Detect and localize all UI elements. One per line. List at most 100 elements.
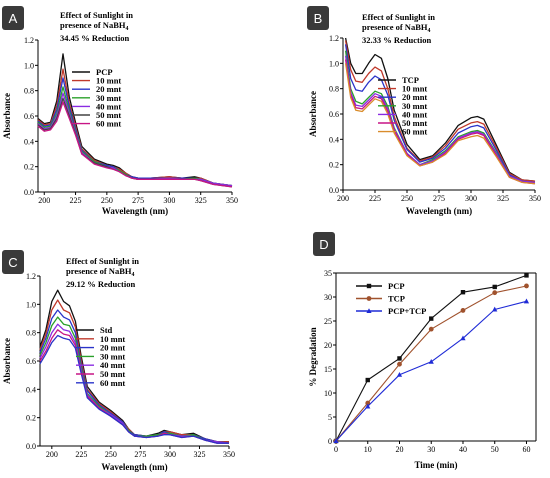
y-tick-label: 1.0 <box>24 61 34 70</box>
x-tick-label: 0 <box>334 445 338 454</box>
chart-title-line-1: Effect of Sunlight in <box>362 12 435 22</box>
y-tick-label: 0.2 <box>24 163 34 172</box>
panel-label: D <box>319 237 328 252</box>
legend-marker <box>366 296 372 301</box>
legend-label: 60 mnt <box>402 127 427 137</box>
legend-label: 40 mnt <box>402 109 427 119</box>
y-tick-label: 1.0 <box>26 300 36 309</box>
x-tick-label: 225 <box>75 450 87 459</box>
x-tick-label: 60 <box>522 445 530 454</box>
panel-label: C <box>8 255 17 270</box>
x-tick-label: 275 <box>132 196 144 205</box>
legend-label: PCP <box>96 67 113 77</box>
series-line-30-mnt <box>344 50 536 184</box>
legend-marker <box>366 283 372 289</box>
x-axis-label: Wavelength (nm) <box>101 462 167 472</box>
data-point <box>492 290 498 296</box>
y-axis-label: % Degradation <box>308 327 318 386</box>
chart-title-line-2: presence of NaBH4 <box>66 266 134 278</box>
y-tick-label: 25 <box>324 317 332 326</box>
y-axis-label: Absorbance <box>308 91 318 137</box>
y-tick-label: 0.4 <box>24 137 34 146</box>
x-tick-label: 40 <box>459 445 467 454</box>
series-line-30-mnt <box>39 316 230 444</box>
data-point <box>365 403 371 409</box>
x-tick-label: 250 <box>401 194 413 203</box>
x-tick-label: 200 <box>337 194 349 203</box>
series-line-pcp-tcp <box>335 300 527 442</box>
legend-label: 20 mnt <box>100 343 125 353</box>
series-line-60-mnt <box>39 334 229 444</box>
series-line-30-mnt <box>37 86 233 187</box>
data-point <box>524 273 529 278</box>
series-line-10-mnt <box>39 299 229 443</box>
legend-label: 10 mnt <box>402 84 427 94</box>
chart-subtitle: 29.12 % Reduction <box>66 279 135 289</box>
panel-badge <box>313 232 335 256</box>
legend-label: 30 mnt <box>96 93 121 103</box>
panel-label: B <box>314 11 323 26</box>
x-axis-label: Wavelength (nm) <box>406 206 472 216</box>
chart-title-line-1: Effect of Sunlight in <box>60 10 133 20</box>
legend-label: TCP <box>402 75 419 85</box>
y-tick-label: 35 <box>324 269 332 278</box>
legend-label: 40 mnt <box>96 101 121 111</box>
y-tick-label: 1.2 <box>26 272 36 281</box>
panel-badge <box>307 6 329 30</box>
x-tick-label: 350 <box>226 196 238 205</box>
x-axis-label: Time (min) <box>414 460 457 470</box>
data-point <box>460 308 466 313</box>
data-point <box>460 335 466 341</box>
x-tick-label: 250 <box>105 450 117 459</box>
x-tick-label: 350 <box>223 450 235 459</box>
legend-label: 50 mnt <box>100 369 125 379</box>
y-tick-label: 0.0 <box>24 188 34 197</box>
x-tick-label: 300 <box>163 196 175 205</box>
x-tick-label: 325 <box>195 196 207 205</box>
x-tick-label: 300 <box>164 450 176 459</box>
legend-label: 40 mnt <box>100 360 125 370</box>
series-line-50-mnt <box>39 329 229 444</box>
legend-label: PCP+TCP <box>388 306 426 316</box>
y-tick-label: 0.8 <box>26 329 36 338</box>
y-tick-label: 0 <box>328 437 332 446</box>
x-tick-label: 200 <box>46 450 58 459</box>
y-tick-label: 15 <box>324 365 332 374</box>
data-point <box>428 326 434 332</box>
y-tick-label: 0.8 <box>24 87 34 96</box>
x-tick-label: 10 <box>364 445 372 454</box>
panel-a: A 200 225 250 275 300 325 350 0.0 0.2 0.4 0.6 0.8 1.0… <box>2 6 238 216</box>
x-axis-label: Wavelength (nm) <box>102 206 168 216</box>
y-tick-label: 5 <box>328 413 332 422</box>
x-tick-label: 20 <box>395 445 403 454</box>
y-tick-label: 0.6 <box>24 112 34 121</box>
y-tick-label: 0.0 <box>26 442 36 451</box>
y-tick-label: 0.6 <box>329 110 339 119</box>
panel-d: D 0 10 20 30 40 50 60 0 5 10 15 20 25 30 35 Time (min) % … <box>308 232 537 470</box>
legend-label: 20 mnt <box>96 84 121 94</box>
y-tick-label: 30 <box>324 293 332 302</box>
legend-label: PCP <box>388 281 405 291</box>
series-line-10-mnt <box>344 40 536 182</box>
series-line-60-mnt <box>344 63 536 185</box>
series-line-20-mnt <box>39 309 230 444</box>
y-tick-label: 20 <box>324 341 332 350</box>
data-point <box>524 283 529 289</box>
y-tick-label: 0.4 <box>329 135 339 144</box>
x-tick-label: 225 <box>70 196 82 205</box>
series-line-40-mnt <box>344 55 536 184</box>
y-axis-label: Absorbance <box>2 93 12 139</box>
legend-marker <box>366 308 372 313</box>
chart-title-line-2: presence of NaBH4 <box>60 20 128 32</box>
legend-label: 50 mnt <box>96 110 121 120</box>
y-tick-label: 0.8 <box>329 85 339 94</box>
data-point <box>492 284 497 290</box>
y-tick-label: 10 <box>324 389 332 398</box>
chart-title-line-1: Effect of Sunlight in <box>66 256 139 266</box>
chart-subtitle: 32.33 % Reduction <box>362 35 431 45</box>
legend-label: 10 mnt <box>96 76 121 86</box>
